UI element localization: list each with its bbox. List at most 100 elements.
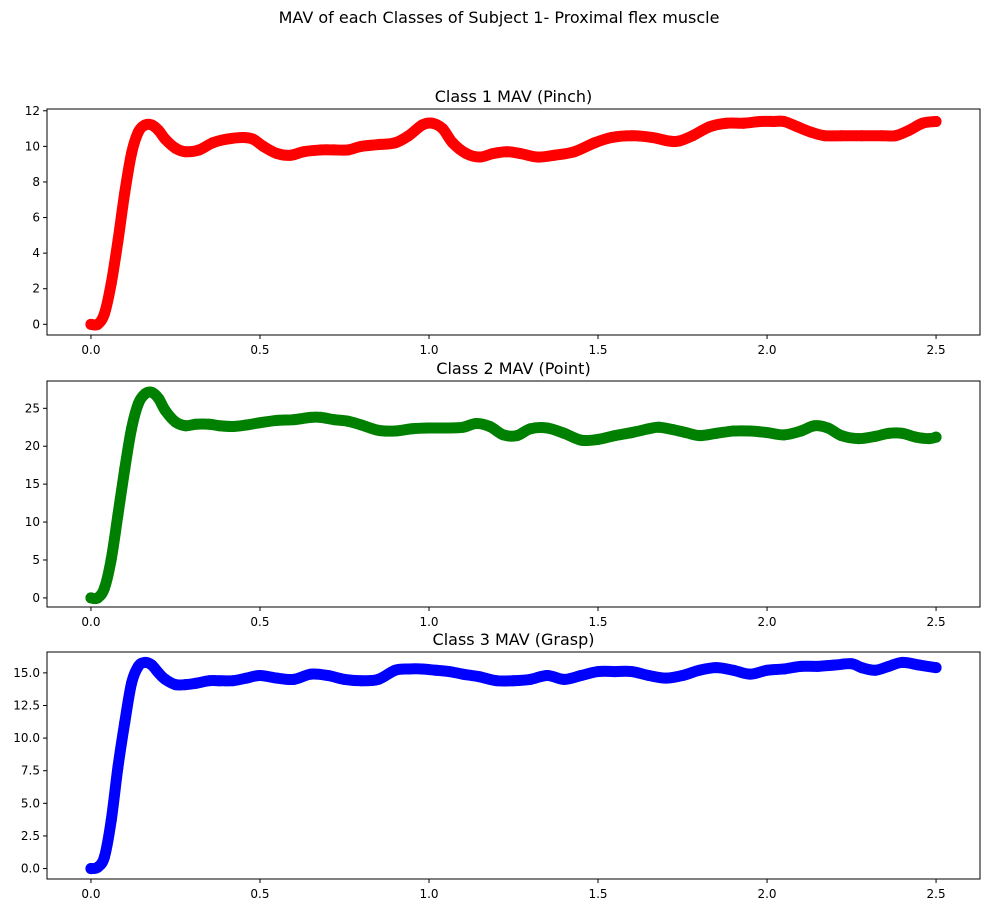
subplot-2-point-5: [119, 463, 131, 475]
subplot-2-xtick-label-5: 2.5: [927, 615, 946, 629]
subplot-2-point-34: [484, 421, 496, 433]
subplot-2-xtick-label-3: 1.5: [588, 615, 607, 629]
subplot-2-ytick-label-4: 20: [25, 439, 40, 453]
subplot-3-point-13: [180, 679, 192, 691]
subplot-2-point-3: [105, 553, 117, 565]
subplot-2-point-54: [795, 425, 807, 437]
subplot-1-point-19: [257, 140, 269, 152]
subplot-2-data: [85, 386, 942, 605]
subplot-1-point-55: [791, 121, 803, 133]
subplot-1-point-27: [372, 139, 384, 151]
subplot-2-point-12: [169, 416, 181, 428]
subplot-1-point-57: [819, 130, 830, 142]
subplot-3-point-23: [322, 669, 334, 681]
subplot-2-xtick-label-2: 1.0: [419, 615, 438, 629]
subplot-2-point-14: [190, 418, 202, 430]
subplot-2-point-52: [761, 427, 773, 439]
subplot-3-ytick-label-0: 0.0: [21, 862, 40, 876]
subplot-2-title: Class 2 MAV (Point): [436, 359, 590, 378]
subplot-2-point-37: [524, 423, 536, 435]
subplot-2-point-40: [575, 434, 587, 446]
subplot-3-series-trace: [85, 656, 942, 875]
subplot-3-xtick-label-3: 1.5: [588, 887, 607, 901]
subplot-3-point-20: [271, 672, 283, 684]
subplot-1-point-11: [159, 133, 171, 145]
subplot-2-point-32: [457, 421, 469, 433]
subplot-1: Class 1 MAV (Pinch) 0.0 0.5 1.0 1.5 2.0 2.5 0 2 4…: [25, 87, 981, 357]
subplot-2-point-38: [541, 422, 553, 434]
subplot-3-ytick-label-1: 2.5: [21, 829, 40, 843]
subplot-3-xtick-label-0: 0.0: [81, 887, 100, 901]
subplot-1-point-33: [447, 137, 459, 149]
subplot-1-xtick-label-3: 1.5: [588, 343, 607, 357]
subplot-2-point-30: [423, 422, 435, 434]
subplot-1-point-25: [342, 144, 354, 156]
subplot-3-data: [85, 656, 942, 875]
subplot-1-point-5: [119, 187, 131, 199]
subplot-2-xtick-label-4: 2.0: [757, 615, 776, 629]
subplot-3-point-2: [98, 851, 110, 863]
subplot-1-point-22: [298, 146, 310, 158]
subplot-1-point-16: [220, 133, 232, 145]
subplot-2-point-55: [808, 420, 820, 432]
subplot-2-ytick-label-0: 0: [32, 591, 40, 605]
subplot-2-point-33: [470, 417, 482, 429]
subplot-2-point-46: [666, 424, 678, 436]
subplot-3-xtick-label-4: 2.0: [757, 887, 776, 901]
subplot-3-point-21: [288, 673, 300, 685]
subplot-2-point-4: [112, 508, 124, 520]
subplot-2-point-23: [315, 411, 327, 423]
subplot-2-point-59: [869, 430, 881, 442]
subplot-1-point-14: [193, 144, 205, 156]
subplot-3-xtick-label-2: 1.0: [419, 887, 438, 901]
subplot-2-point-50: [727, 425, 739, 437]
subplot-1-point-60: [876, 130, 888, 142]
subplot-3-point-15: [203, 675, 215, 687]
subplot-1-point-45: [646, 131, 658, 143]
subplot-2-point-2: [98, 582, 110, 594]
subplot-2-point-60: [883, 427, 895, 439]
subplot-3-point-5: [119, 716, 131, 728]
subplot-2-point-13: [180, 420, 192, 432]
subplot-3-point-46: [693, 664, 705, 676]
subplot-1-data: [85, 115, 942, 331]
subplot-2-point-27: [372, 424, 384, 436]
subplot-3-point-36: [524, 673, 536, 685]
subplot-1-point-41: [568, 146, 580, 158]
subplot-1-point-58: [835, 130, 847, 142]
subplot-3-point-33: [474, 671, 486, 683]
subplot-3-point-27: [389, 664, 401, 676]
subplot-1-point-52: [754, 115, 766, 127]
subplot-2-point-43: [626, 427, 638, 439]
subplot-1-point-38: [514, 147, 526, 159]
subplot-2-point-1: [92, 592, 104, 604]
subplot-1-point-64: [930, 115, 942, 127]
subplot-3-ytick-label-6: 15.0: [13, 666, 40, 680]
subplot-2-point-11: [159, 405, 171, 417]
subplot-1-point-63: [917, 117, 929, 129]
subplot-3-point-4: [112, 761, 124, 773]
subplot-3-ytick-label-4: 10.0: [13, 731, 40, 745]
subplot-1-point-39: [531, 151, 543, 163]
subplot-2-point-49: [710, 427, 722, 439]
subplot-3-point-26: [372, 673, 384, 685]
subplot-1-ytick-label-1: 2: [32, 282, 40, 296]
subplot-2-point-48: [693, 430, 705, 442]
subplot-1-point-4: [112, 235, 124, 247]
subplot-2-point-15: [203, 418, 215, 430]
subplot-2-point-41: [592, 433, 604, 445]
subplot-1-ytick-label-5: 10: [25, 139, 40, 153]
subplot-2-point-19: [254, 417, 266, 429]
subplot-1-point-51: [737, 117, 749, 129]
subplot-1-point-18: [247, 133, 259, 145]
subplot-3-point-43: [643, 669, 655, 681]
subplot-2-point-57: [835, 430, 847, 442]
subplot-3-point-3: [105, 814, 117, 826]
subplot-1-xtick-label-1: 0.5: [250, 343, 269, 357]
subplot-3-point-59: [896, 656, 908, 668]
subplot-3-point-30: [430, 664, 442, 676]
subplot-3-point-28: [403, 663, 415, 675]
subplot-2-point-22: [305, 411, 317, 423]
subplot-2-point-18: [240, 419, 252, 431]
subplot-3-point-51: [778, 663, 790, 675]
